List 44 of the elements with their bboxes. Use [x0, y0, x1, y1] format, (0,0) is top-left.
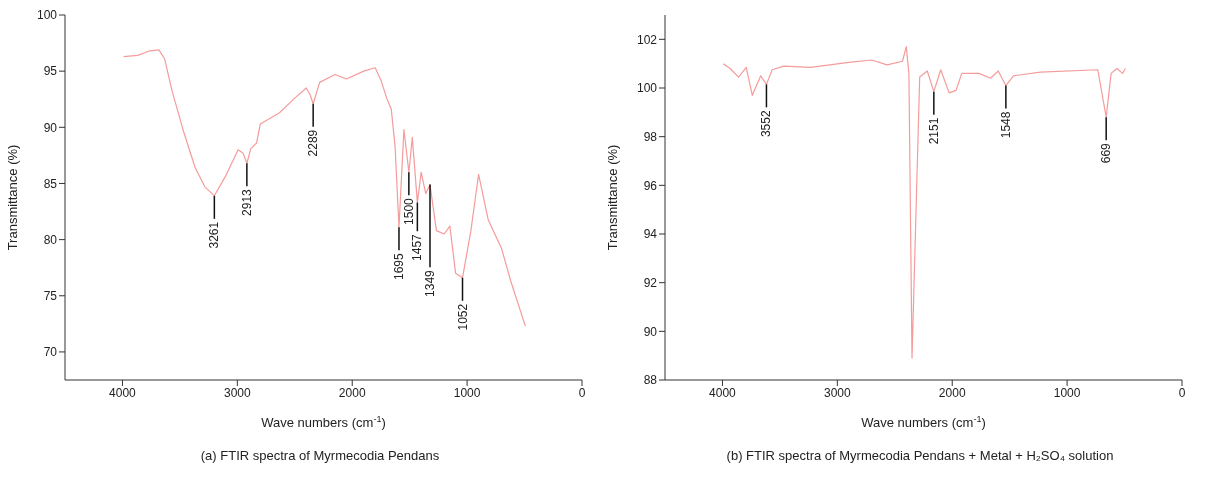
y-tick-label: 85	[43, 176, 58, 191]
annotation: 2913	[239, 188, 254, 216]
x-tick-label: 4000	[109, 385, 137, 400]
y-tick-label: 98	[643, 129, 658, 144]
annotation: 3261	[207, 221, 222, 249]
y-tick-label: 102	[636, 32, 658, 47]
y-tick-label: 70	[43, 345, 58, 360]
text: (a) FTIR spectra of Myrmecodia Pendans	[199, 448, 441, 463]
y-tick-label: 92	[643, 275, 658, 290]
x-tick-label: 0	[1178, 385, 1186, 400]
annotation: 1695	[391, 252, 406, 280]
annotation: 2151	[926, 117, 941, 145]
y-tick-label: 88	[643, 373, 658, 388]
annotation: 1457	[410, 233, 425, 261]
x-tick-label: 1000	[1053, 385, 1081, 400]
annotation: 1500	[401, 197, 416, 225]
x-tick-label: 4000	[709, 385, 737, 400]
x-tick-label: 2000	[938, 385, 966, 400]
y-tick-label: 90	[43, 120, 58, 135]
annotation: 2289	[306, 129, 321, 157]
y-tick-label: 94	[643, 227, 658, 242]
annotation: 1349	[423, 269, 437, 297]
annotation: 1548	[998, 111, 1013, 139]
x-tick-label: 3000	[223, 385, 251, 400]
y-tick-label: 100	[636, 81, 658, 96]
y-tick-label: 80	[43, 232, 58, 247]
line-series	[722, 46, 1126, 359]
x-tick-label: 0	[578, 385, 586, 400]
annotation: 1052	[455, 303, 470, 331]
x-tick-label: 2000	[338, 385, 366, 400]
y-axis-title: Transmittance (%)	[604, 144, 620, 251]
x-axis-title: Wave numbers (cm$^{-1}$)	[861, 414, 986, 430]
y-tick-label: 75	[43, 289, 58, 304]
text: (b) FTIR spectra of Myrmecodia Pendans + Metal + H₂SO₄ solution	[725, 448, 1115, 463]
y-tick-label: 90	[643, 324, 658, 339]
y-tick-label: 95	[43, 64, 58, 79]
annotation: 3552	[759, 110, 774, 138]
annotation: 669	[1099, 142, 1114, 164]
y-axis-title: Transmittance (%)	[4, 144, 20, 251]
y-tick-label: 96	[643, 178, 658, 193]
x-axis-title: Wave numbers (cm$^{-1}$)	[261, 414, 386, 430]
x-tick-label: 3000	[823, 385, 851, 400]
y-tick-label: 100	[36, 8, 58, 23]
x-tick-label: 1000	[453, 385, 481, 400]
